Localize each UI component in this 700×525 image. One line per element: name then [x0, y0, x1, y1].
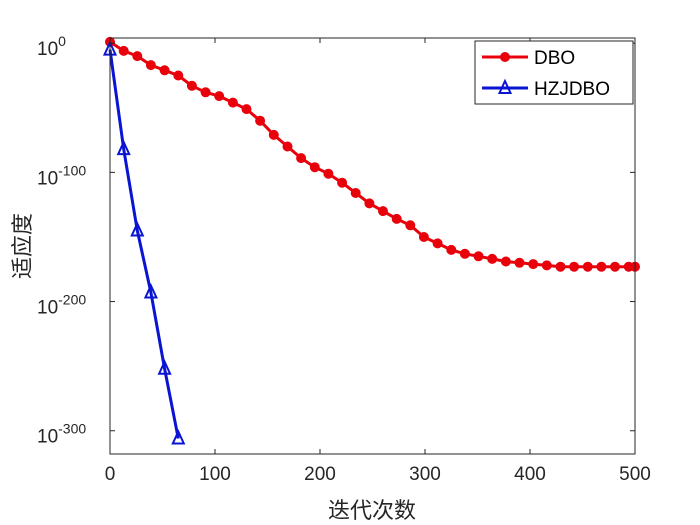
legend-marker-dbo — [500, 52, 510, 62]
data-point-dbo — [200, 87, 211, 98]
data-point-dbo — [405, 220, 416, 231]
data-point-dbo — [145, 60, 156, 71]
data-point-hzjdbo — [157, 359, 172, 375]
data-point-dbo — [309, 162, 320, 173]
plot-area — [110, 38, 635, 454]
data-point-dbo — [364, 198, 375, 209]
data-point-dbo — [541, 260, 552, 271]
data-point-dbo — [446, 244, 457, 255]
data-point-dbo — [323, 168, 334, 179]
data-point-dbo — [569, 261, 580, 272]
y-tick-label: 10-200 — [37, 292, 86, 319]
series-line-hzjdbo — [108, 49, 180, 439]
y-tick-label: 10-100 — [37, 162, 86, 189]
axes-layer — [109, 37, 636, 455]
data-point-dbo — [282, 141, 293, 152]
data-point-dbo — [473, 251, 484, 262]
data-point-hzjdbo — [143, 283, 158, 299]
data-point-dbo — [459, 248, 470, 259]
data-point-dbo — [241, 104, 252, 115]
data-point-dbo — [596, 261, 607, 272]
data-point-dbo — [582, 261, 593, 272]
ticks-layer: 0 100 200 300 400 500 100 10-100 10-200 10-300 — [37, 33, 651, 485]
data-point-dbo — [159, 65, 170, 76]
x-tick-label: 400 — [514, 464, 546, 485]
legend-marker-hzjdbo — [497, 78, 513, 94]
data-point-dbo — [487, 253, 498, 264]
data-point-dbo — [255, 115, 266, 126]
data-point-dbo — [418, 232, 429, 242]
y-tick-label: 100 — [37, 33, 66, 60]
data-point-dbo — [610, 261, 620, 272]
data-point-dbo — [214, 91, 225, 102]
data-point-dbo — [432, 238, 443, 249]
data-point-dbo — [337, 177, 348, 188]
x-tick-label: 200 — [304, 464, 336, 485]
data-point-dbo — [173, 70, 184, 81]
data-point-hzjdbo — [116, 139, 131, 156]
data-point-dbo — [514, 257, 525, 268]
data-point-dbo — [350, 188, 361, 198]
data-point-dbo — [296, 153, 307, 164]
x-tick-label: 0 — [105, 464, 116, 485]
legend: DBO HZJDBO — [474, 40, 634, 105]
x-axis-label: 迭代次数 — [328, 499, 416, 524]
x-tick-label: 100 — [199, 464, 231, 485]
legend-label-dbo: DBO — [534, 48, 575, 69]
y-axis-label: 适应度 — [11, 213, 36, 279]
data-point-dbo — [378, 206, 388, 217]
series-layer — [102, 36, 640, 445]
axes-box — [109, 37, 636, 455]
data-point-dbo — [227, 97, 238, 108]
data-point-dbo — [391, 213, 402, 224]
data-point-hzjdbo — [130, 221, 145, 237]
data-point-dbo — [500, 256, 511, 267]
data-point-dbo — [132, 51, 143, 62]
y-tick-label: 10-300 — [37, 421, 86, 448]
series-line-dbo — [109, 40, 635, 269]
data-point-dbo — [118, 45, 129, 56]
x-tick-label: 500 — [619, 464, 651, 485]
data-point-dbo — [555, 261, 566, 272]
data-point-dbo — [268, 129, 279, 140]
data-point-dbo — [528, 259, 539, 270]
x-tick-label: 300 — [409, 464, 441, 485]
data-point-hzjdbo — [171, 429, 186, 445]
data-point-dbo — [186, 80, 197, 91]
legend-label-hzjdbo: HZJDBO — [534, 79, 610, 100]
